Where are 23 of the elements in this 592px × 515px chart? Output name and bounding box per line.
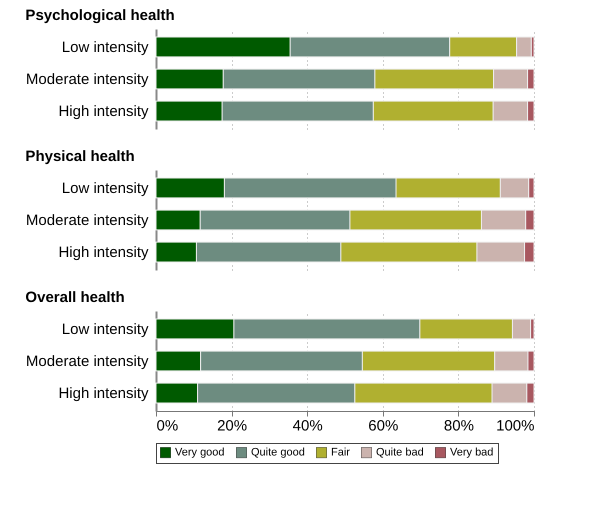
x-tick-label: 100% [496, 418, 534, 434]
x-tick-label: 40% [292, 418, 323, 434]
x-tick-label: 80% [444, 418, 474, 434]
legend-label: Quite bad [376, 446, 424, 459]
x-tick-label: 20% [217, 418, 248, 434]
chart-title: Psychological health [25, 7, 175, 24]
y-tick-label: Low intensity [62, 38, 149, 56]
y-tick-label: Moderate intensity [26, 71, 149, 88]
x-tick-label: 0% [156, 418, 178, 434]
y-tick-label: High intensity [58, 103, 149, 120]
chart-title: Overall health [25, 289, 125, 306]
x-tick-label: 60% [368, 418, 398, 434]
y-tick-label: High intensity [58, 244, 149, 262]
y-tick-label: High intensity [58, 385, 149, 402]
y-tick-label: Moderate intensity [26, 353, 149, 370]
y-tick-label: Low intensity [62, 180, 149, 197]
chart-title: Physical health [25, 148, 135, 165]
legend-label: Very bad [450, 446, 494, 459]
legend-label: Quite good [251, 446, 305, 459]
y-tick-label: Moderate intensity [26, 212, 149, 229]
legend-label: Fair [331, 446, 350, 459]
legend-label: Very good [175, 446, 225, 459]
y-tick-label: Low intensity [62, 320, 149, 338]
